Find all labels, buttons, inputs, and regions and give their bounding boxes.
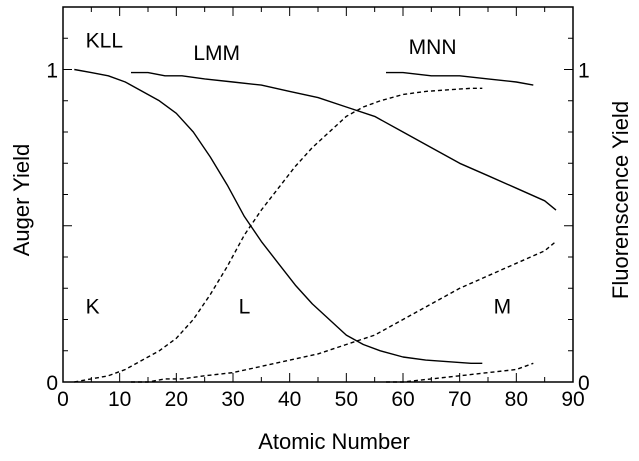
y-tick-label-right: 0 (578, 372, 590, 395)
y-axis-label-left: Auger Yield (9, 144, 34, 257)
curve-label-lmm: LMM (193, 42, 240, 65)
plot-frame (62, 6, 574, 383)
curve-labels: KLL LMM MNN K L M (86, 30, 512, 319)
series-group (74, 68, 557, 383)
series-mnn-line (386, 71, 534, 86)
x-tick-label: 10 (108, 388, 131, 411)
x-tick-labels: 0 10 20 30 40 50 60 70 80 90 (57, 388, 585, 411)
x-axis-label: Atomic Number (258, 429, 410, 454)
curve-label-mnn: MNN (409, 36, 457, 59)
axis-ticks (62, 6, 574, 383)
curve-label-l: L (239, 295, 251, 318)
y-tick-label-left: 0 (46, 372, 58, 395)
x-tick-label: 20 (165, 388, 188, 411)
x-tick-label: 50 (335, 388, 358, 411)
curve-label-k: K (86, 295, 100, 318)
y-tick-label-right: 1 (578, 60, 590, 83)
x-tick-label: 40 (278, 388, 301, 411)
y-tick-label-left: 1 (46, 60, 58, 83)
x-tick-label: 30 (221, 388, 244, 411)
series-k-line (74, 87, 483, 383)
y-axis-label-right: Fluorenscence Yield (608, 101, 633, 299)
x-tick-label: 90 (561, 388, 584, 411)
y-tick-labels: 0 0 1 1 (46, 60, 589, 396)
curve-label-m: M (494, 295, 512, 318)
x-tick-label: 60 (391, 388, 414, 411)
x-tick-label: 70 (448, 388, 471, 411)
x-tick-label: 0 (57, 388, 69, 411)
series-lmm-line (131, 71, 557, 211)
x-tick-label: 80 (505, 388, 528, 411)
series-l-line (131, 240, 557, 383)
series-kll-line (74, 68, 483, 364)
curve-label-kll: KLL (86, 30, 123, 53)
series-m-line (386, 362, 534, 383)
